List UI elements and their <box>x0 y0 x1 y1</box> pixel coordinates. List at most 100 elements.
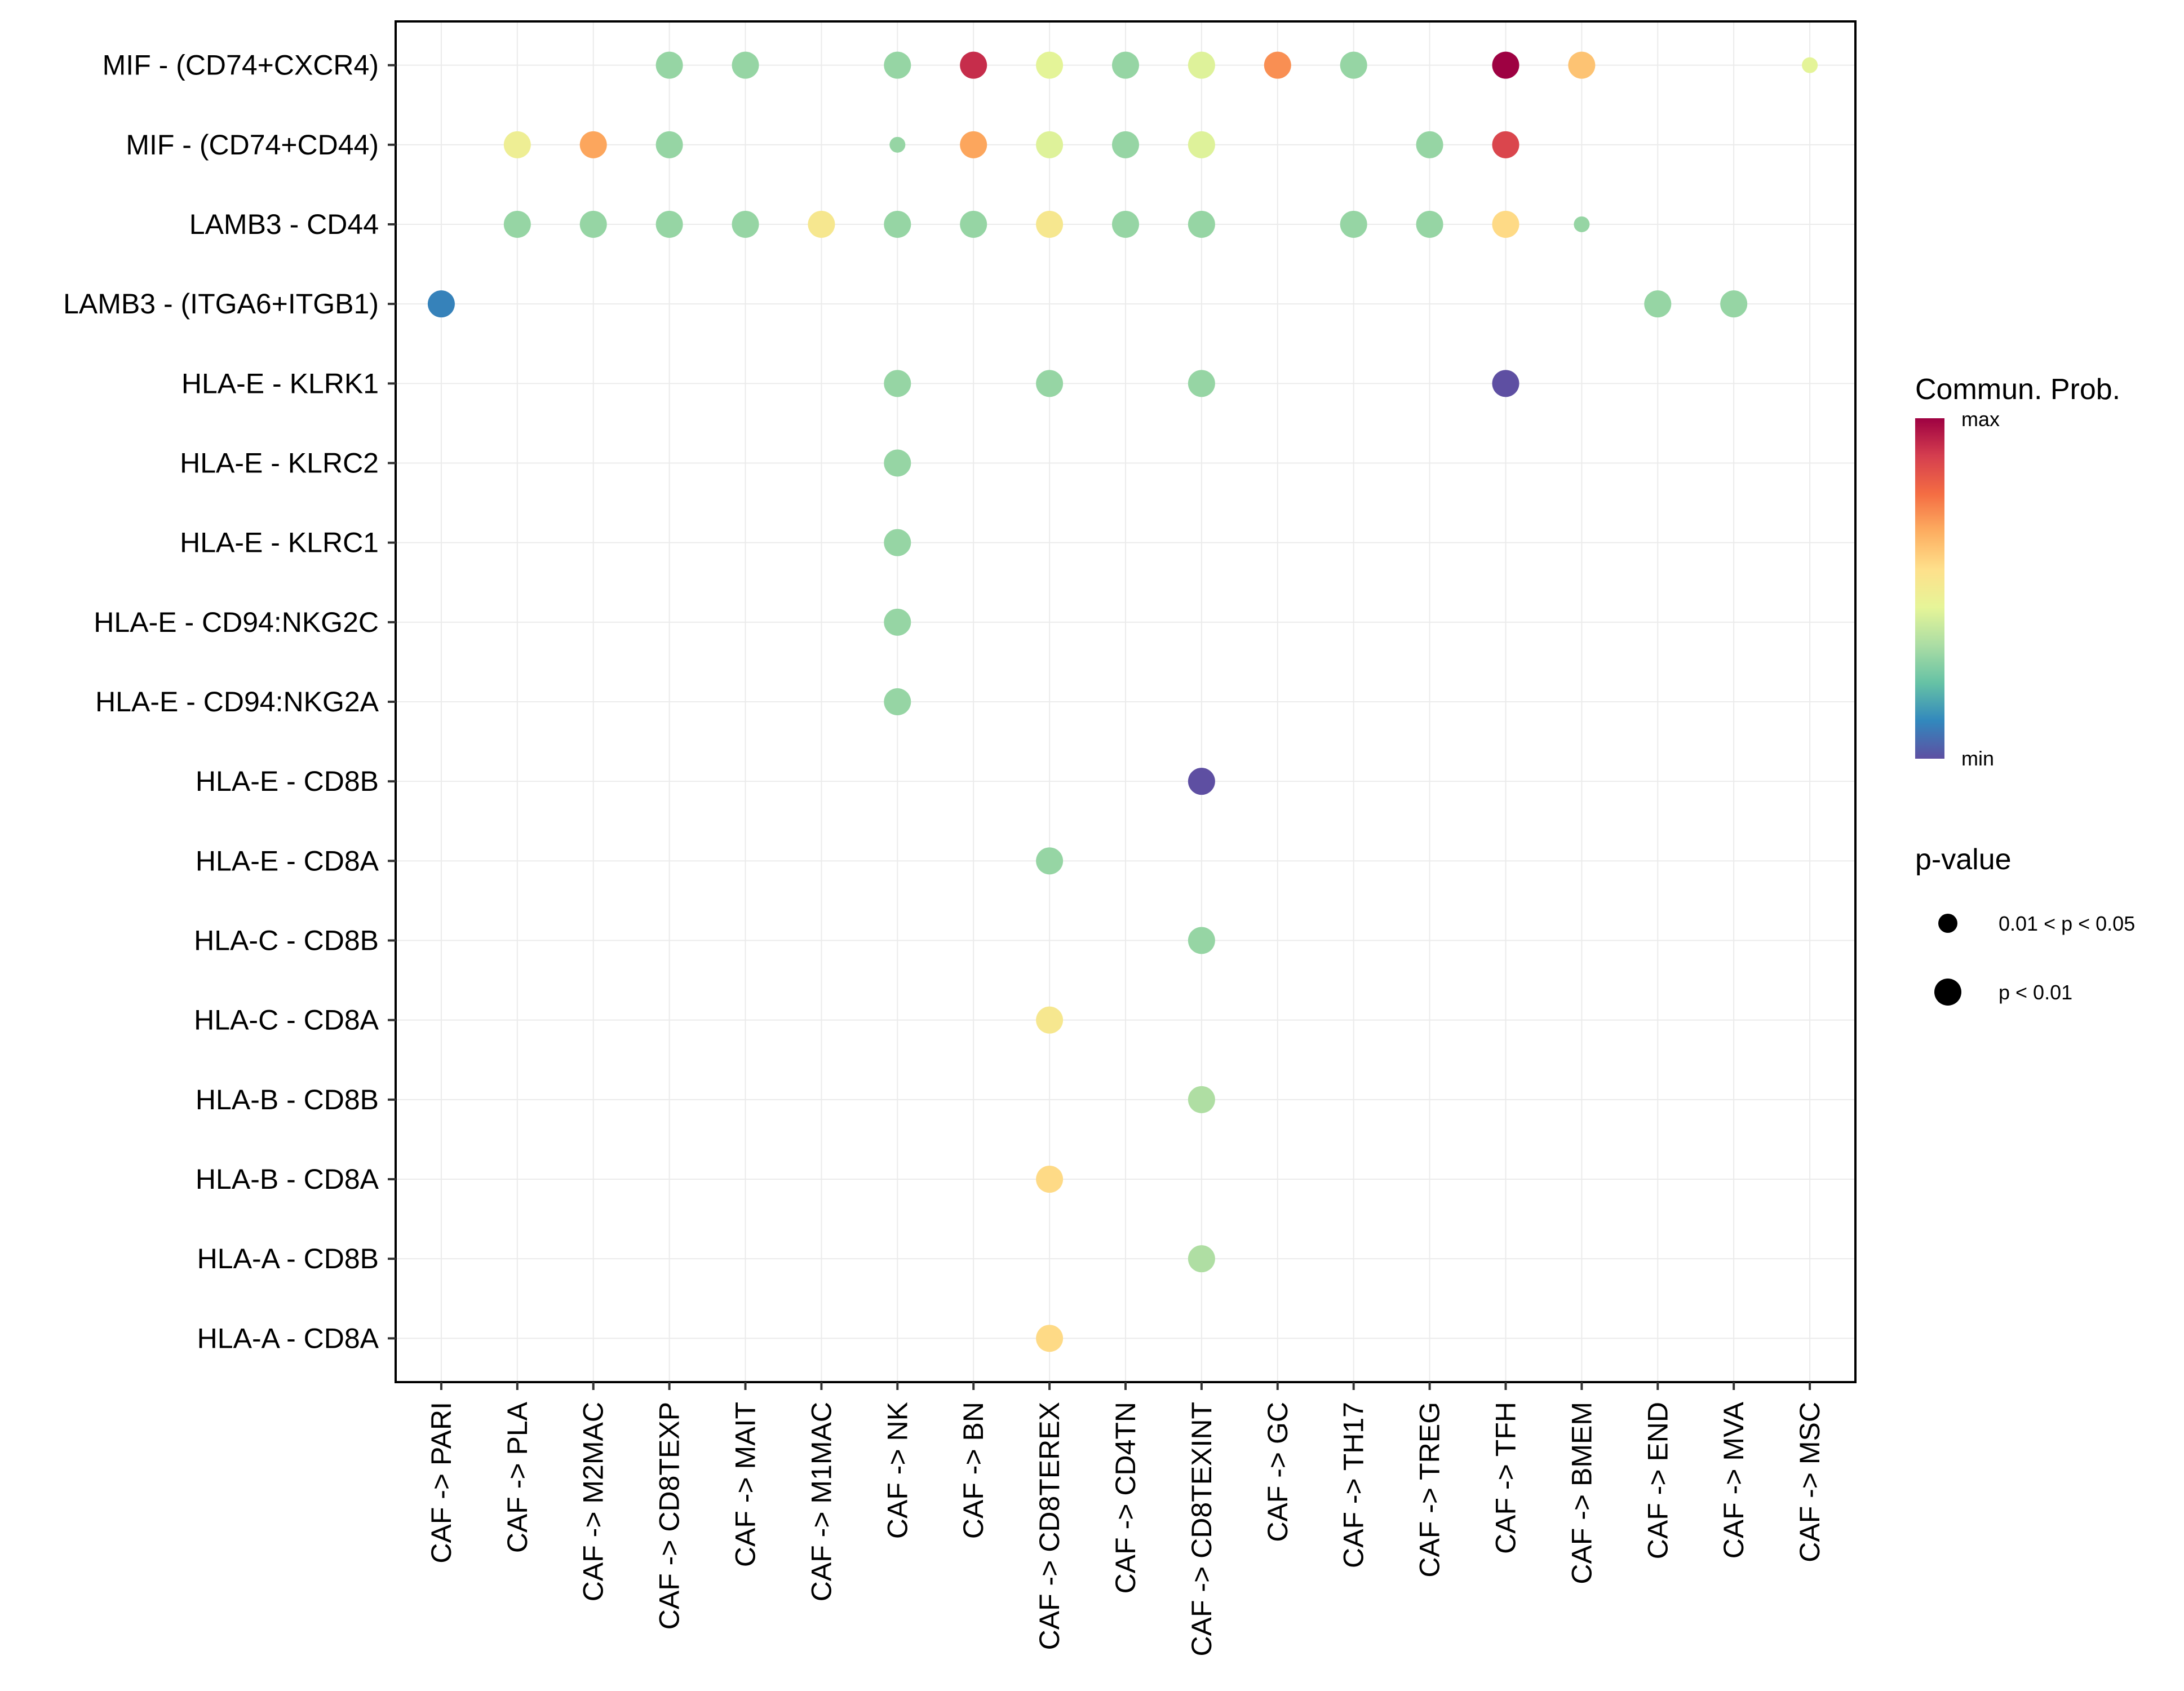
x-tick-label: CAF -> TH17 <box>1338 1402 1370 1568</box>
x-tick-label: CAF -> M1MAC <box>805 1402 837 1601</box>
data-point <box>884 210 911 238</box>
x-tick-label: CAF -> TREG <box>1414 1402 1446 1578</box>
y-tick-label: HLA-A - CD8B <box>197 1243 379 1274</box>
y-tick-label: HLA-E - CD8B <box>196 765 379 797</box>
y-axis: MIF - (CD74+CXCR4) MIF - (CD74+CD44) LAMB3… <box>63 50 396 1354</box>
data-point <box>1188 370 1215 397</box>
data-point <box>655 131 683 158</box>
data-point <box>884 688 911 715</box>
size-legend-title: p-value <box>1915 843 2012 876</box>
data-point <box>884 608 911 636</box>
data-point <box>884 529 911 556</box>
y-tick-label: HLA-E - CD94:NKG2A <box>95 686 379 718</box>
data-point <box>655 210 683 238</box>
data-point <box>1340 210 1367 238</box>
x-tick-label: CAF -> GC <box>1262 1402 1293 1542</box>
data-point <box>1112 210 1139 238</box>
color-legend-min-label: min <box>1961 747 1994 770</box>
data-point <box>1188 131 1215 158</box>
y-tick-label: HLA-A - CD8A <box>197 1322 379 1354</box>
data-point <box>1188 927 1215 954</box>
y-tick-label: HLA-E - KLRK1 <box>181 368 379 399</box>
data-point <box>579 131 607 158</box>
x-tick-label: CAF -> MSC <box>1794 1402 1826 1562</box>
x-tick-label: CAF -> MAIT <box>730 1402 761 1567</box>
size-legend-label: 0.01 < p < 0.05 <box>1999 912 2135 935</box>
y-tick-label: HLA-C - CD8B <box>194 925 379 957</box>
x-tick-label: CAF -> END <box>1642 1402 1673 1559</box>
size-legend: p-value 0.01 < p < 0.05 p < 0.01 <box>1915 843 2135 1006</box>
data-point <box>1340 51 1367 79</box>
x-tick-label: CAF -> CD4TN <box>1110 1402 1141 1593</box>
x-tick-label: CAF -> M2MAC <box>578 1402 609 1601</box>
data-point <box>1036 370 1064 397</box>
data-point <box>1036 847 1064 875</box>
data-point <box>808 210 835 238</box>
data-point <box>1574 216 1590 232</box>
size-legend-label: p < 0.01 <box>1999 981 2072 1004</box>
data-point <box>1492 210 1520 238</box>
x-tick-label: CAF -> PARI <box>426 1402 457 1564</box>
x-tick-label: CAF -> CD8TEREX <box>1034 1402 1065 1650</box>
y-tick-label: HLA-E - CD94:NKG2C <box>94 607 379 638</box>
y-tick-label: HLA-B - CD8B <box>196 1084 379 1115</box>
data-point <box>960 210 987 238</box>
x-tick-label: CAF -> BN <box>958 1402 989 1539</box>
data-point <box>1036 1325 1064 1352</box>
data-point <box>1720 290 1748 318</box>
data-point <box>579 210 607 238</box>
x-tick-label: CAF -> TFH <box>1490 1402 1521 1554</box>
data-point <box>1188 1245 1215 1273</box>
color-legend-bar <box>1915 418 1944 759</box>
size-legend-key <box>1938 914 1957 933</box>
data-point <box>1568 51 1596 79</box>
color-legend-max-label: max <box>1961 408 2000 431</box>
data-point <box>1036 210 1064 238</box>
data-point <box>732 210 759 238</box>
x-tick-label: CAF -> PLA <box>502 1401 533 1553</box>
data-point <box>1492 131 1520 158</box>
data-point <box>1264 51 1291 79</box>
data-point <box>1036 1166 1064 1193</box>
data-point <box>1416 210 1443 238</box>
x-tick-label: CAF -> CD8TEXINT <box>1186 1402 1217 1656</box>
y-tick-label: HLA-C - CD8A <box>194 1004 379 1036</box>
y-tick-label: HLA-E - KLRC1 <box>180 527 379 559</box>
data-point <box>1112 51 1139 79</box>
data-point <box>884 449 911 477</box>
y-tick-label: MIF - (CD74+CXCR4) <box>103 50 379 81</box>
data-point <box>884 51 911 79</box>
data-point <box>1416 131 1443 158</box>
data-point <box>960 51 987 79</box>
size-legend-key <box>1934 979 1961 1006</box>
data-point <box>655 51 683 79</box>
x-axis: CAF -> PARI CAF -> PLA CAF -> M2MAC CAF -> … <box>426 1382 1826 1656</box>
data-point <box>1188 768 1215 795</box>
y-tick-label: LAMB3 - CD44 <box>189 209 379 240</box>
data-point <box>427 290 455 318</box>
data-point <box>503 131 531 158</box>
y-tick-label: HLA-E - KLRC2 <box>180 447 379 479</box>
color-legend: Commun. Prob. max min <box>1915 373 2120 770</box>
x-tick-label: CAF -> CD8TEXP <box>654 1402 685 1630</box>
data-point <box>1188 51 1215 79</box>
x-tick-label: CAF -> NK <box>881 1402 913 1539</box>
data-points <box>427 51 1818 1352</box>
x-tick-label: CAF -> BMEM <box>1566 1402 1597 1584</box>
y-tick-label: LAMB3 - (ITGA6+ITGB1) <box>63 288 379 320</box>
color-legend-title: Commun. Prob. <box>1915 373 2120 406</box>
data-point <box>1492 370 1520 397</box>
data-point <box>1036 51 1064 79</box>
y-tick-label: HLA-E - CD8A <box>196 845 379 877</box>
data-point <box>1036 131 1064 158</box>
data-point <box>1036 1006 1064 1034</box>
data-point <box>1112 131 1139 158</box>
y-tick-label: HLA-B - CD8A <box>196 1163 379 1195</box>
data-point <box>1188 1086 1215 1113</box>
data-point <box>889 136 906 153</box>
data-point <box>1492 51 1520 79</box>
y-tick-label: MIF - (CD74+CD44) <box>126 129 379 161</box>
data-point <box>1644 290 1672 318</box>
data-point <box>503 210 531 238</box>
